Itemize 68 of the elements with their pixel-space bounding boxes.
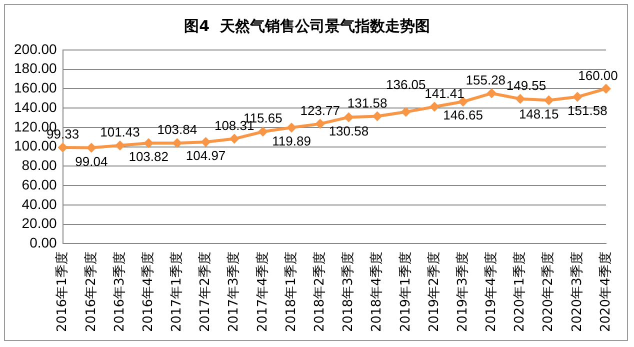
x-tick-label: 2018年4季度 (368, 252, 385, 332)
x-tick-label: 2016年1季度 (54, 252, 70, 332)
point (114, 140, 125, 150)
point (515, 94, 526, 104)
point (315, 118, 326, 129)
y-tick-label: 100.00 (14, 138, 58, 154)
data-label: 146.65 (443, 108, 483, 123)
x-tick-label: 2016年2季度 (82, 252, 99, 332)
data-label: 99.04 (75, 154, 108, 169)
x-tick-label: 2020年4季度 (597, 252, 614, 332)
chart-title: 图4 天然气销售公司景气指数走势图 (184, 16, 430, 35)
point (372, 111, 382, 122)
data-label: 149.55 (506, 78, 546, 93)
y-tick-label: 20.00 (22, 215, 58, 232)
point (429, 102, 440, 112)
y-tick-label: 140.00 (14, 98, 58, 115)
point (601, 84, 611, 94)
data-label: 103.84 (157, 122, 198, 138)
data-label: 101.43 (100, 124, 140, 140)
x-tick-label: 2017年2季度 (197, 252, 214, 332)
x-tick-label: 2019年3季度 (454, 252, 470, 332)
point (86, 142, 96, 153)
x-tick-label: 2020年3季度 (568, 252, 585, 332)
point (58, 142, 68, 152)
point (458, 96, 468, 107)
y-tick-label: 80.00 (22, 157, 58, 174)
y-tick-label: 180.00 (14, 60, 58, 76)
x-tick-label: 2017年4季度 (254, 252, 270, 332)
y-tick-label: 200.00 (14, 40, 58, 57)
x-tick-label: 2016年3季度 (111, 252, 128, 332)
point (286, 122, 297, 133)
x-tick-label: 2019年2季度 (426, 252, 442, 332)
point (486, 88, 497, 98)
point (258, 126, 268, 137)
data-label: 155.28 (466, 72, 506, 88)
x-tick-label: 2018年1季度 (282, 252, 299, 332)
x-tick-label: 2018年2季度 (311, 252, 328, 332)
data-label: 123.77 (300, 102, 340, 118)
x-tick-label: 2019年4季度 (483, 252, 500, 332)
x-tick-label: 2017年3季度 (226, 252, 242, 332)
x-tick-label: 2020年2季度 (540, 252, 556, 332)
point (172, 138, 182, 148)
data-label: 103.82 (128, 149, 168, 164)
data-label: 136.05 (386, 76, 426, 92)
point (572, 92, 582, 102)
x-tick-label: 2020年1季度 (512, 252, 528, 332)
data-label: 130.58 (328, 123, 369, 138)
data-label: 131.58 (347, 95, 388, 110)
data-label: 141.41 (424, 86, 464, 101)
data-label: 160.00 (578, 68, 618, 83)
x-tick-label: 2019年1季度 (397, 252, 414, 332)
data-label: 151.58 (568, 102, 608, 118)
y-tick-label: 0.00 (30, 234, 58, 251)
point (344, 112, 354, 122)
point (144, 138, 154, 148)
y-tick-label: 60.00 (22, 176, 58, 192)
point (400, 106, 411, 117)
y-tick-label: 40.00 (22, 196, 58, 212)
data-label: 104.97 (186, 148, 226, 164)
x-tick-label: 2018年3季度 (340, 252, 356, 332)
data-label: 119.89 (272, 134, 311, 149)
y-tick-label: 160.00 (14, 80, 58, 96)
x-tick-label: 2017年1季度 (168, 252, 185, 332)
point (229, 134, 240, 144)
data-label: 148.15 (518, 106, 559, 122)
point (544, 95, 554, 106)
x-tick-label: 2016年4季度 (140, 252, 156, 332)
point (200, 137, 211, 148)
